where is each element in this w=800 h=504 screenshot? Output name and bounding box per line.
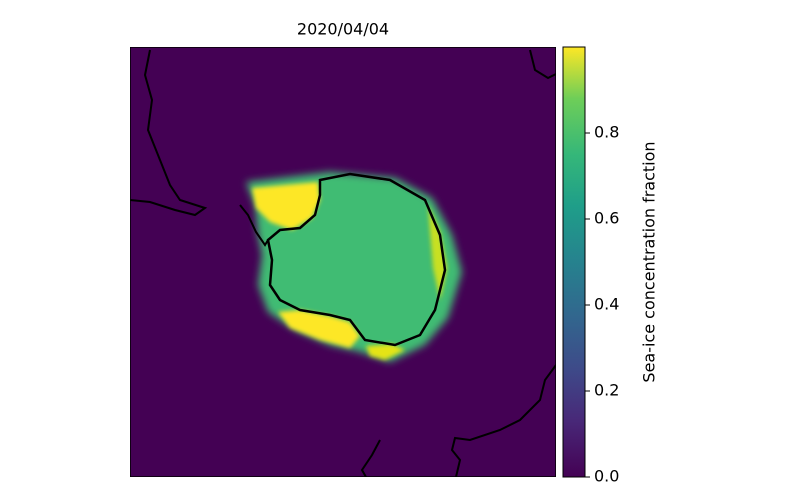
colorbar-tick-label: 0.2 (594, 381, 619, 400)
map (130, 47, 556, 477)
antarctica-coast (266, 172, 447, 347)
colorbar-tick-label: 0.8 (594, 123, 619, 142)
africa-coast (529, 49, 556, 80)
colorbar-tick-label: 0.0 (594, 467, 619, 486)
australia-coast (450, 364, 556, 477)
colorbar (562, 46, 586, 478)
colorbar-label: Sea-ice concentration fraction (640, 141, 659, 382)
chart-title: 2020/04/04 (297, 20, 389, 39)
new-zealand-coast (360, 439, 381, 477)
south-america-coast (130, 49, 208, 217)
peninsula-coast (239, 204, 269, 247)
colorbar-tick-label: 0.6 (594, 209, 619, 228)
colorbar-tick-label: 0.4 (594, 295, 619, 314)
